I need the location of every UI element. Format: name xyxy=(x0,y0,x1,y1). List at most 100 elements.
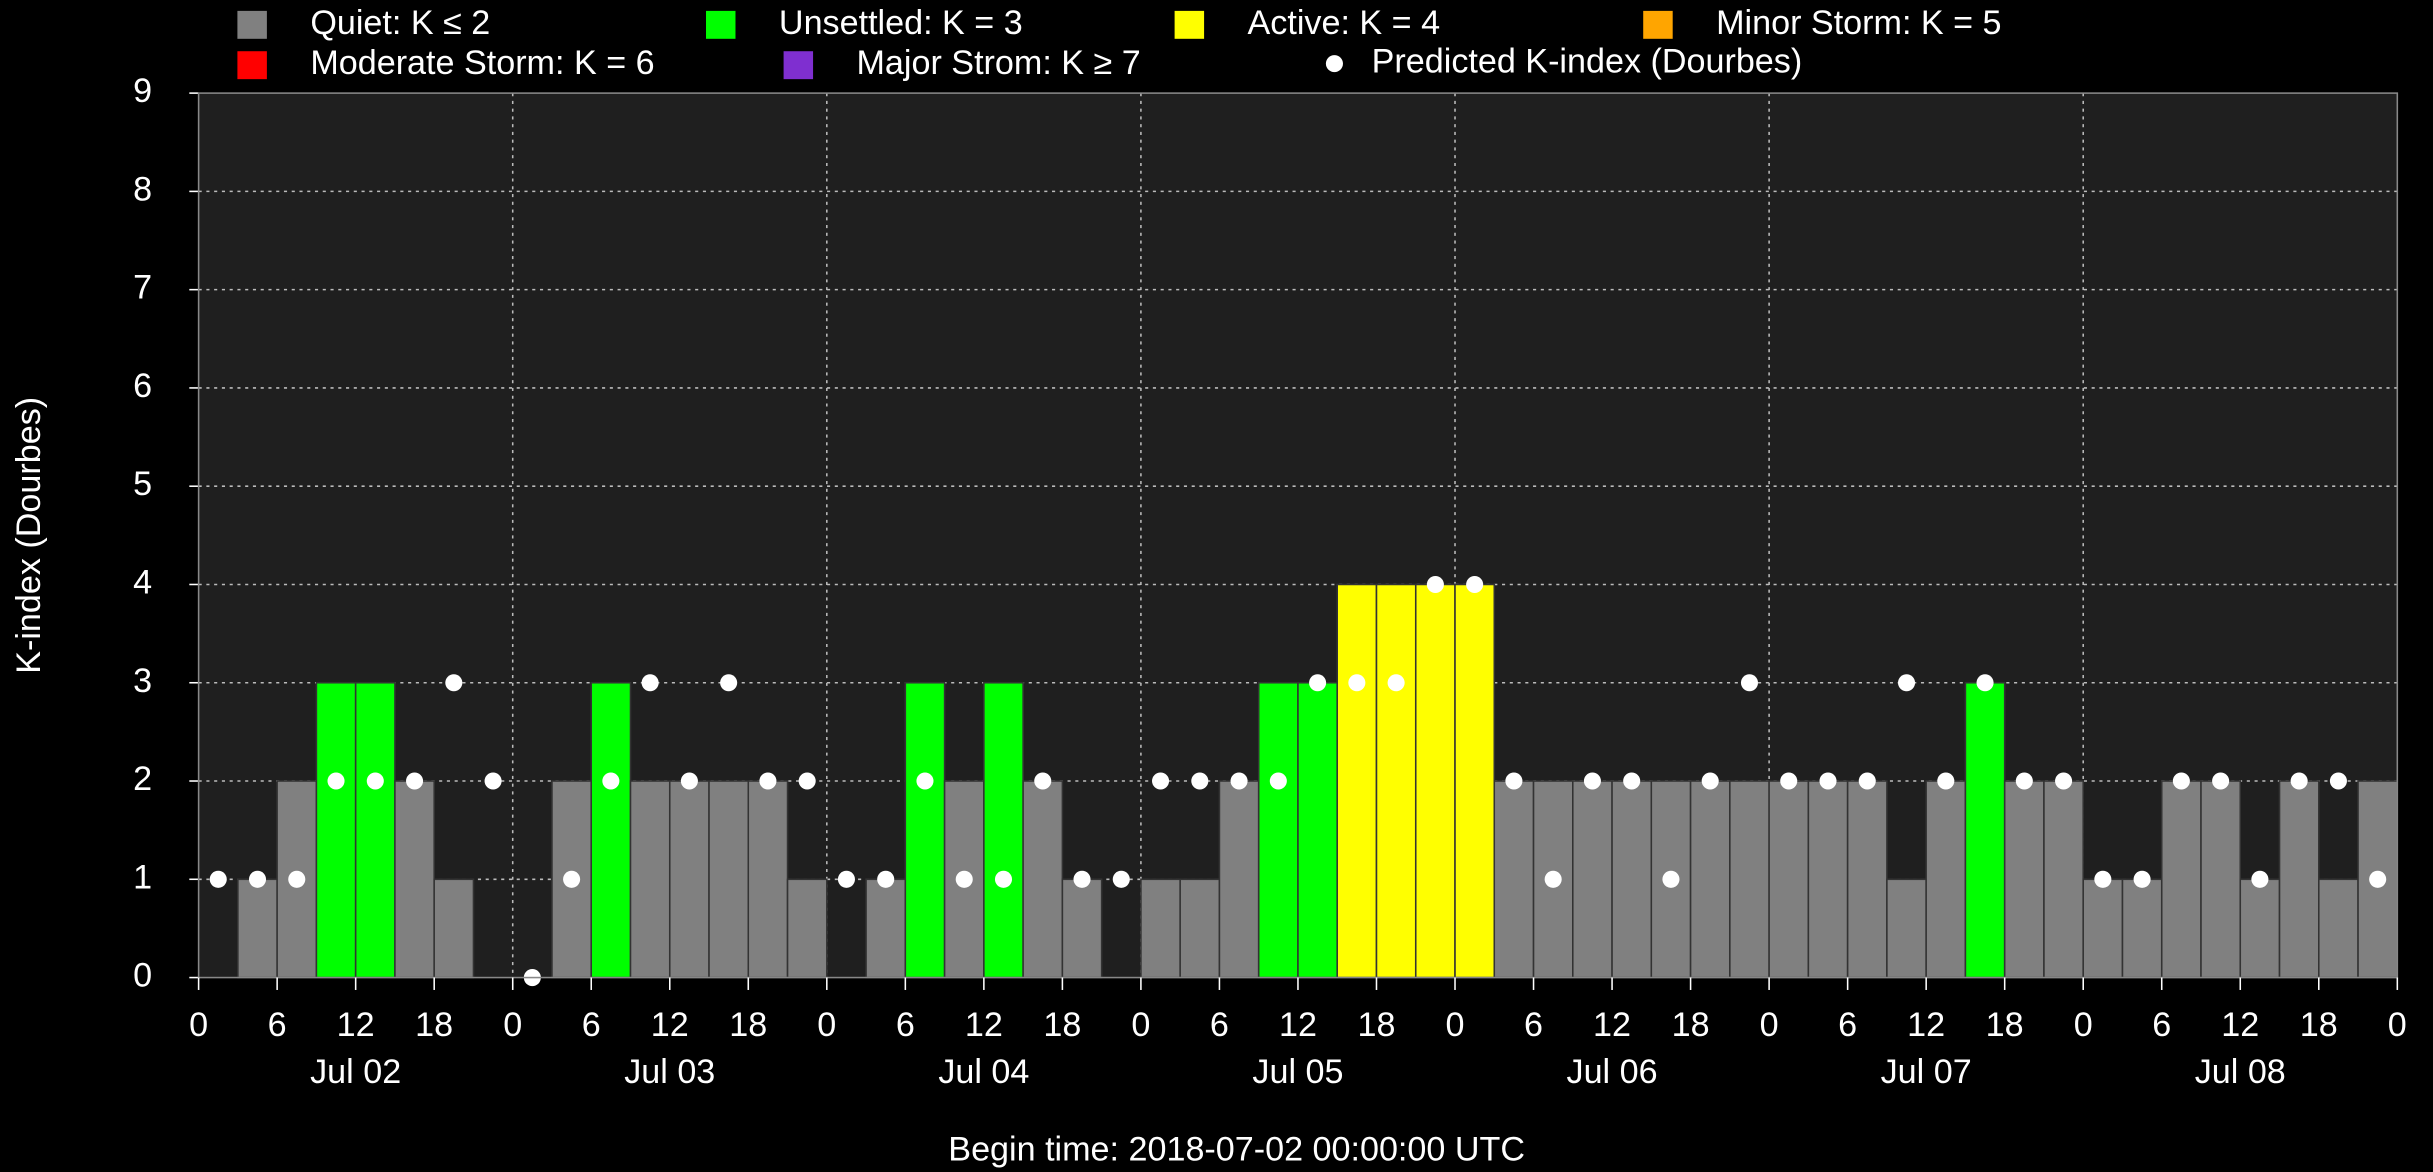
x-tick-label: 6 xyxy=(1210,1006,1229,1044)
predicted-point xyxy=(1387,674,1405,692)
bar xyxy=(1729,780,1770,979)
bar xyxy=(1414,583,1456,979)
predicted-point xyxy=(877,870,895,888)
bar xyxy=(1846,780,1888,979)
x-tick-label: 18 xyxy=(415,1006,453,1044)
bar xyxy=(1964,681,2006,979)
bar xyxy=(1768,780,1810,979)
predicted-point xyxy=(1505,772,1523,790)
y-axis-label: K-index (Dourbes) xyxy=(10,397,48,674)
legend-swatch xyxy=(237,10,267,39)
legend-swatch xyxy=(237,51,267,80)
bar xyxy=(1140,878,1181,979)
bar xyxy=(747,780,789,979)
predicted-point xyxy=(1152,772,1170,790)
x-tick-label: 6 xyxy=(1524,1006,1543,1044)
y-tick-label: 3 xyxy=(133,662,152,700)
predicted-point xyxy=(720,674,738,692)
bar xyxy=(786,878,828,979)
bar xyxy=(865,878,907,979)
bar xyxy=(2003,780,2045,979)
legend-label: Major Strom: K ≥ 7 xyxy=(857,44,1141,82)
legend-label: Predicted K-index (Dourbes) xyxy=(1372,43,1803,81)
x-tick-label: 6 xyxy=(2152,1006,2171,1044)
predicted-point xyxy=(2133,870,2151,888)
legend-label: Quiet: K ≤ 2 xyxy=(310,4,490,42)
bar xyxy=(394,780,435,979)
footer: Begin time: 2018-07-02 00:00:00 UTC xyxy=(948,1130,1525,1168)
bar xyxy=(1022,780,1064,979)
y-tick-label: 6 xyxy=(133,367,152,405)
predicted-point xyxy=(1780,772,1798,790)
predicted-point xyxy=(1662,870,1680,888)
predicted-point xyxy=(916,772,934,790)
predicted-point xyxy=(484,772,502,790)
day-label: Jul 05 xyxy=(1252,1053,1343,1091)
legend-swatch xyxy=(706,10,736,39)
predicted-point xyxy=(955,870,973,888)
predicted-point xyxy=(1701,772,1719,790)
legend-label: Unsettled: K = 3 xyxy=(779,4,1023,42)
predicted-point xyxy=(2094,870,2112,888)
bar xyxy=(1257,681,1299,979)
predicted-point xyxy=(1583,772,1601,790)
bar xyxy=(1336,583,1378,979)
bar xyxy=(983,681,1024,979)
legend-swatch xyxy=(1643,10,1673,39)
predicted-point xyxy=(2172,772,2190,790)
predicted-point xyxy=(209,870,227,888)
bar xyxy=(2121,878,2163,979)
bar xyxy=(2082,878,2124,979)
bar xyxy=(1297,681,1339,979)
x-tick-label: 18 xyxy=(2300,1006,2338,1044)
bar xyxy=(1218,780,1260,979)
day-label: Jul 07 xyxy=(1881,1053,1972,1091)
predicted-point xyxy=(602,772,620,790)
x-tick-label: 12 xyxy=(965,1006,1003,1044)
predicted-point xyxy=(1426,575,1444,594)
predicted-point xyxy=(1034,772,1052,790)
bar xyxy=(2318,878,2359,979)
predicted-point xyxy=(2055,772,2073,790)
bar xyxy=(1925,780,1967,979)
bar xyxy=(2043,780,2084,979)
day-label: Jul 08 xyxy=(2195,1053,2286,1091)
y-tick-label: 2 xyxy=(133,760,152,798)
y-tick-label: 9 xyxy=(133,72,152,110)
x-tick-label: 12 xyxy=(337,1006,375,1044)
day-label: Jul 06 xyxy=(1567,1053,1658,1091)
x-tick-label: 12 xyxy=(1593,1006,1631,1044)
predicted-point xyxy=(1348,674,1366,692)
x-tick-label: 18 xyxy=(1986,1006,2024,1044)
predicted-point xyxy=(2369,870,2387,888)
bar xyxy=(1375,583,1417,979)
predicted-point xyxy=(994,870,1013,888)
predicted-point xyxy=(837,870,855,888)
predicted-point xyxy=(1544,870,1562,888)
legend-swatch xyxy=(783,51,814,80)
predicted-point xyxy=(2212,772,2230,790)
predicted-point xyxy=(406,772,424,790)
predicted-point xyxy=(759,772,777,790)
predicted-point xyxy=(2329,772,2347,790)
predicted-point xyxy=(1191,772,1209,790)
bar xyxy=(2278,780,2320,979)
bar xyxy=(1572,780,1613,979)
y-tick-label: 8 xyxy=(133,170,152,208)
x-tick-label: 18 xyxy=(1043,1006,1081,1044)
x-tick-label: 6 xyxy=(268,1006,287,1044)
predicted-point xyxy=(2251,870,2269,888)
bar xyxy=(1454,583,1496,979)
legend-swatch xyxy=(1174,10,1205,39)
x-tick-label: 12 xyxy=(1907,1006,1945,1044)
x-tick-label: 0 xyxy=(2074,1006,2093,1044)
x-tick-label: 6 xyxy=(582,1006,601,1044)
bar xyxy=(1807,780,1849,979)
predicted-point xyxy=(563,870,581,888)
x-tick-label: 0 xyxy=(1446,1006,1465,1044)
x-tick-label: 0 xyxy=(1760,1006,1779,1044)
x-tick-label: 18 xyxy=(1358,1006,1396,1044)
legend-label: Minor Storm: K = 5 xyxy=(1716,4,2001,42)
day-label: Jul 02 xyxy=(310,1053,401,1091)
